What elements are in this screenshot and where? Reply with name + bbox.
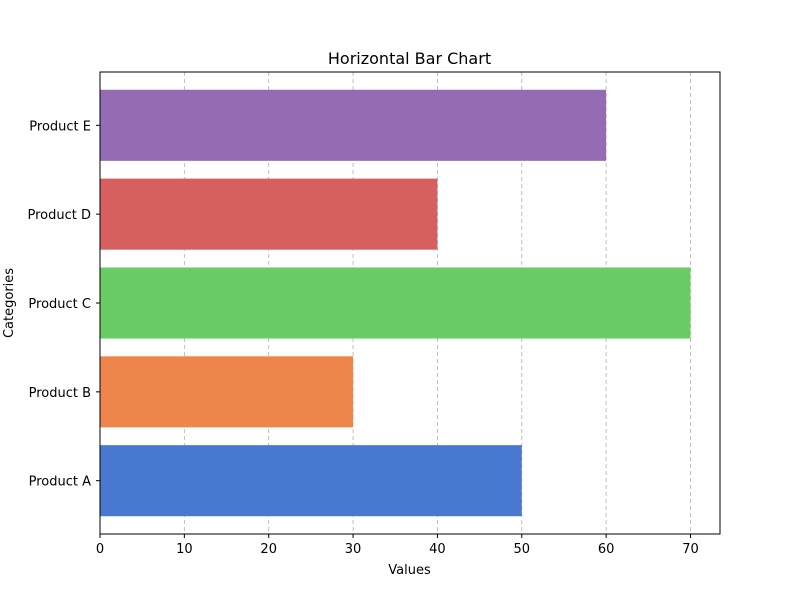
y-tick-label: Product B [29,386,91,401]
x-axis-label: Values [388,563,431,578]
x-tick-label: 0 [96,542,104,557]
bar-product-e [100,89,607,161]
y-tick-label: Product C [28,297,91,312]
x-tick-label: 10 [176,542,193,557]
x-tick-label: 30 [345,542,362,557]
x-axis-ticks: 0 10 20 30 40 50 60 70 [96,534,699,557]
x-tick-label: 40 [429,542,446,557]
y-tick-label: Product D [27,208,91,223]
x-tick-label: 50 [513,542,530,557]
x-tick-label: 20 [260,542,277,557]
bar-product-b [100,356,354,428]
bar-product-c [100,267,691,339]
bar-product-d [100,178,438,250]
y-tick-label: Product E [29,119,91,134]
chart-title: Horizontal Bar Chart [328,49,491,68]
y-axis-ticks: Product A Product B Product C Product D Prod… [27,119,100,490]
x-tick-label: 70 [682,542,699,557]
bars [100,89,691,517]
y-axis-label: Categories [2,268,17,338]
y-tick-label: Product A [29,475,91,490]
x-tick-label: 60 [598,542,615,557]
bar-product-a [100,445,522,517]
